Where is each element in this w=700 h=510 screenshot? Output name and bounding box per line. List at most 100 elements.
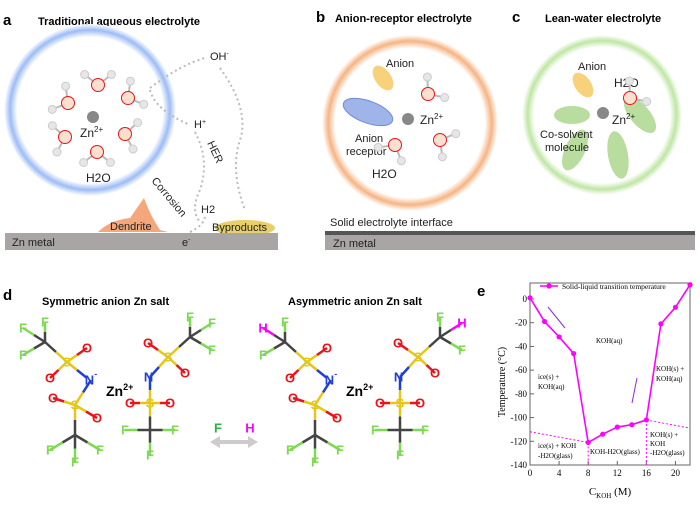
bond	[326, 441, 341, 452]
hydrogen-label: H2	[201, 204, 215, 216]
bond	[55, 351, 68, 363]
x-tick-label: 20	[671, 468, 681, 478]
region-annotation: KOH(aq)	[656, 375, 683, 383]
atom-n: N-	[144, 366, 156, 385]
y-tick-label: -100	[511, 413, 528, 423]
data-point	[556, 334, 562, 340]
zn-ion-label: Zn2+	[106, 382, 133, 399]
atom-o: O	[45, 371, 55, 386]
atom-s: S	[71, 398, 80, 413]
y-tick-label: -120	[511, 436, 528, 446]
atom-o: O	[288, 391, 298, 406]
bond	[167, 346, 180, 358]
bond	[200, 342, 213, 352]
hydrogen-atom	[52, 147, 62, 157]
region-annotation: KOH(aq)	[538, 383, 565, 391]
oxygen-atom	[118, 127, 132, 141]
region-annotation: KOH(s) +	[656, 365, 684, 373]
panel-label: c	[512, 9, 520, 26]
bond	[428, 336, 441, 348]
symmetric-title: Symmetric anion Zn salt	[42, 296, 169, 308]
bond	[303, 400, 316, 407]
y-axis-label: Temperature (°C)	[497, 347, 508, 417]
series-line	[529, 284, 691, 444]
charge: -	[334, 369, 337, 379]
hydrogen-atom	[105, 157, 115, 167]
atom-o: O	[430, 366, 440, 381]
atom-o: O	[165, 396, 175, 411]
atom-f: F	[336, 443, 344, 458]
zn-ion	[87, 111, 99, 123]
bond	[22, 326, 35, 337]
byproducts-label: Byproducts	[212, 222, 268, 234]
bond	[316, 346, 328, 357]
plot-frame	[529, 282, 691, 466]
panel-label: d	[3, 287, 12, 304]
data-point	[658, 321, 664, 327]
y-tick-label: -20	[515, 318, 527, 328]
hydrogen-atom	[396, 156, 406, 166]
zn-metal-label: Zn metal	[333, 238, 376, 250]
atom-o: O	[415, 396, 425, 411]
bond	[22, 347, 35, 357]
x-tick-label: 12	[613, 468, 622, 478]
bond	[297, 361, 308, 371]
bond	[262, 326, 275, 337]
bond	[149, 366, 160, 378]
zn-metal-label: Zn metal	[12, 237, 55, 249]
bond	[273, 340, 286, 350]
proton-label: H+	[194, 119, 206, 131]
panel-title: Lean-water electrolyte	[545, 13, 661, 25]
bond	[314, 403, 327, 413]
corrosion-label: Corrosion	[149, 175, 189, 219]
atom-s: S	[63, 355, 72, 370]
bond	[33, 340, 46, 350]
y-tick-label: -40	[515, 341, 527, 351]
bond	[289, 369, 300, 379]
bond	[417, 356, 428, 366]
atom-o: O	[180, 366, 190, 381]
bond	[81, 379, 93, 394]
x-axis-label: CKOH (M)	[589, 486, 632, 500]
glass-boundary	[529, 431, 589, 443]
data-point	[585, 439, 591, 446]
bond	[425, 364, 436, 374]
bond	[316, 369, 328, 379]
water-molecule	[47, 81, 75, 114]
hydrogen-atom	[79, 157, 89, 167]
hydrogen-atom	[80, 70, 90, 80]
hydrogen-atom	[133, 118, 143, 128]
bond	[313, 391, 325, 406]
bond	[189, 328, 202, 339]
bond	[74, 433, 89, 444]
bond	[73, 391, 85, 406]
bond	[439, 335, 452, 345]
bond	[57, 361, 68, 371]
molecules: FFFOOSN-OOSFFFFFFOOSN-OOSFFFHFFOOSN-OOSF…	[19, 310, 467, 470]
bond	[321, 379, 333, 394]
water-molecule	[80, 70, 116, 92]
panel-label: a	[3, 12, 12, 29]
x-tick-label: 0	[528, 468, 533, 478]
hydrogen-atom	[47, 121, 57, 131]
panel-d: d Symmetric anion Zn salt Asymmetric ani…	[3, 287, 467, 470]
bond	[44, 341, 57, 353]
zn-ion-label: Zn2+	[80, 125, 103, 140]
bond	[167, 356, 178, 366]
x-tick-label: 4	[557, 468, 562, 478]
legend-label: Solid-liquid transition temperature	[562, 282, 666, 291]
swap-from-label: F	[214, 421, 222, 436]
panel-b: b Anion-receptor electrolyte Anion Anion…	[316, 9, 498, 211]
bond	[450, 342, 463, 352]
double-arrow-icon	[210, 436, 258, 448]
bond	[49, 441, 64, 452]
bond	[295, 351, 308, 363]
atom-f: F	[458, 343, 466, 358]
hydrogen-atom	[47, 104, 57, 114]
anion-shape	[572, 72, 594, 98]
atom-o: O	[143, 336, 153, 351]
water-molecule	[421, 72, 450, 103]
y-tick-label: 0	[523, 294, 528, 304]
anion-label: Anion	[578, 61, 606, 73]
atom-o: O	[125, 396, 135, 411]
